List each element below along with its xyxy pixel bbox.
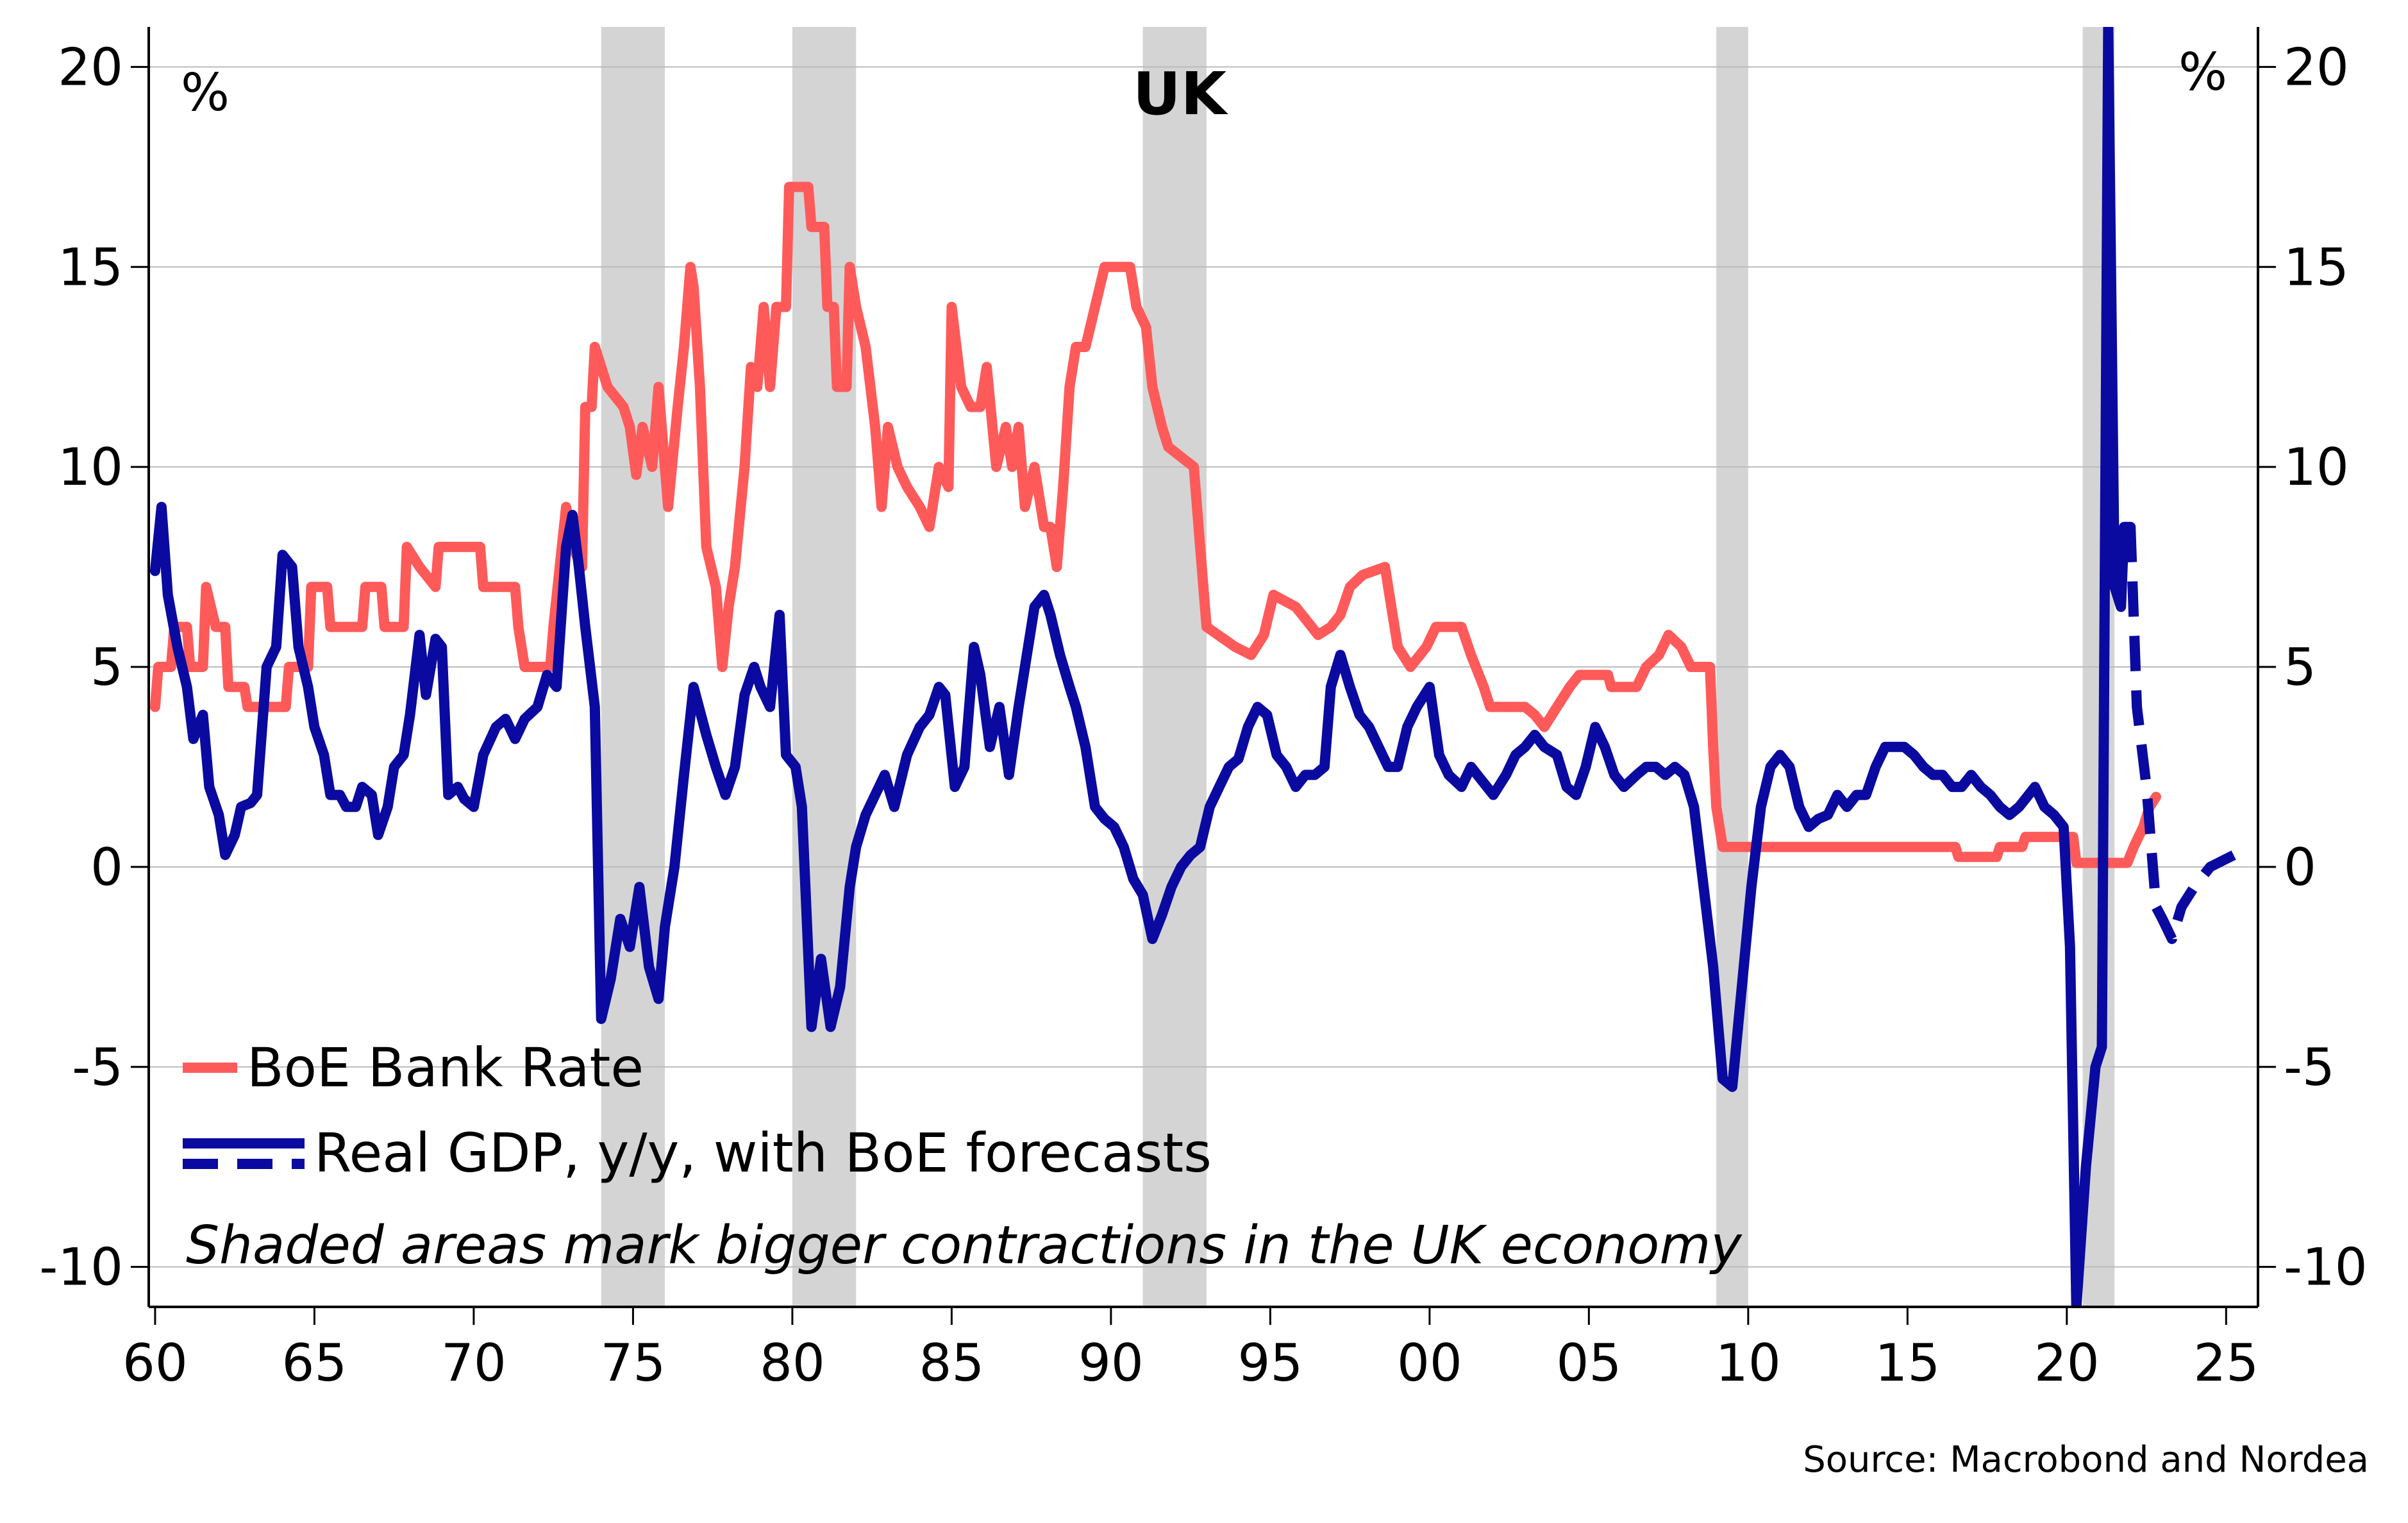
bank-rate-line [149,181,2161,868]
source-note: Source: Macrobond and Nordea [1803,1439,2369,1481]
x-tick-label-11: 15 [1875,1333,1940,1393]
shading-annotation: Shaded areas mark bigger contractions in… [186,1215,1743,1276]
x-tick-label-2: 70 [441,1333,506,1393]
gridlines-layer [149,66,2258,1268]
right-tick-label-6: 20 [2284,37,2349,97]
right-tick-label-2: 0 [2284,837,2316,897]
legend-label-bank-rate: BoE Bank Rate [247,1036,644,1099]
right-unit-label: % [2178,42,2227,102]
x-tick-label-5: 85 [919,1333,984,1393]
left-tick-label-4: 10 [58,437,123,497]
legend: BoE Bank Rate Real GDP, y/y, with BoE fo… [183,1036,1212,1184]
x-tick-label-9: 05 [1556,1333,1621,1393]
x-tick-label-4: 80 [760,1333,825,1393]
chart-title: UK [1133,60,1229,128]
left-tick-label-1: -5 [72,1038,123,1097]
left-tick-label-2: 0 [90,837,123,897]
x-tick-label-8: 00 [1397,1333,1462,1393]
right-tick-label-0: -10 [2284,1238,2368,1297]
left-tick-label-3: 5 [90,637,123,697]
x-tick-label-0: 60 [122,1333,188,1393]
gdp-line [149,27,2136,1307]
x-tick-label-3: 75 [601,1333,666,1393]
x-tick-label-6: 90 [1078,1333,1144,1393]
gdp-forecast-line [2125,526,2249,945]
left-tick-label-6: 20 [58,37,123,97]
x-tick-label-1: 65 [282,1333,347,1393]
x-tick-label-10: 10 [1716,1333,1781,1393]
series-layer [149,27,2249,1307]
right-tick-label-3: 5 [2284,637,2316,697]
right-tick-label-4: 10 [2284,437,2349,497]
right-tick-label-5: 15 [2284,237,2349,297]
left-unit-label: % [181,63,230,122]
legend-label-gdp: Real GDP, y/y, with BoE forecasts [314,1122,1212,1184]
x-tick-label-13: 25 [2193,1333,2259,1393]
left-tick-label-5: 15 [58,237,123,297]
x-tick-label-12: 20 [2034,1333,2100,1393]
left-tick-label-0: -10 [39,1238,123,1297]
x-tick-label-7: 95 [1237,1333,1303,1393]
right-tick-label-1: -5 [2284,1038,2335,1097]
